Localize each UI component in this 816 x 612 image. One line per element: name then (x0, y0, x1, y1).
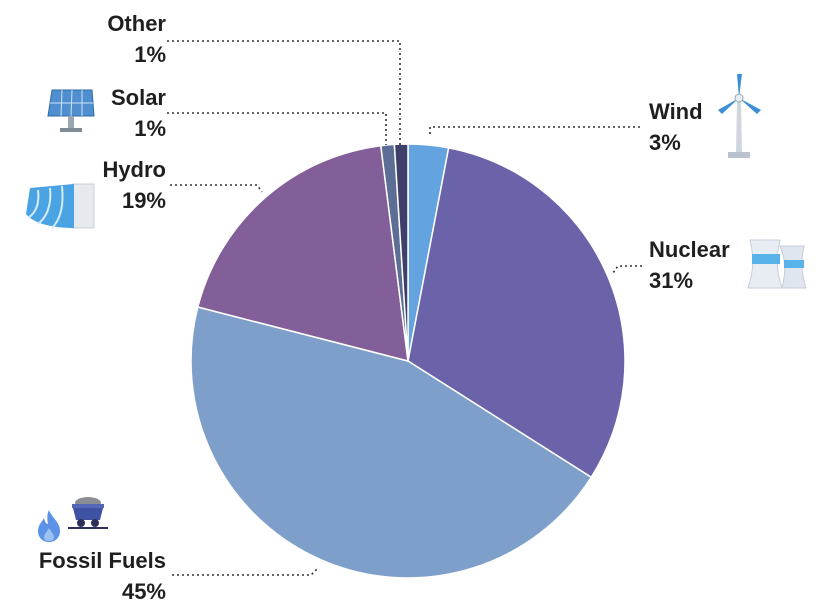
label-other-name: Other (107, 11, 166, 36)
label-other-percent: 1% (134, 42, 166, 67)
label-wind-percent: 3% (649, 130, 681, 155)
label-hydro-name: Hydro (102, 157, 166, 182)
label-fossil-name: Fossil Fuels (38, 548, 166, 573)
label-nuclear-name: Nuclear (649, 237, 730, 262)
flame-icon (38, 510, 60, 542)
label-other: Other 1% (60, 8, 166, 70)
label-wind: Wind 3% (649, 96, 739, 158)
pie-slice-hydro (196, 144, 409, 363)
pie-slice-fossil-fuels (190, 306, 593, 579)
pie-slice-other (393, 143, 409, 362)
label-hydro-percent: 19% (121, 188, 166, 213)
label-nuclear: Nuclear 31% (649, 234, 759, 296)
leader-lines (167, 40, 642, 576)
pie-slices (190, 143, 626, 579)
label-wind-name: Wind (649, 99, 703, 124)
leader-line-nuclear (612, 265, 642, 274)
cooling-tower-icon (747, 239, 807, 289)
leader-line-other (167, 40, 401, 145)
leader-line-fossil (172, 567, 319, 576)
label-solar: Solar 1% (60, 82, 166, 144)
label-fossil: Fossil Fuels 45% (10, 545, 166, 607)
leader-line-wind (429, 126, 640, 135)
solar-panel-icon (47, 89, 95, 132)
leader-line-solar (167, 112, 387, 145)
coal-cart-icon (68, 497, 108, 529)
label-hydro: Hydro 19% (60, 154, 166, 216)
label-nuclear-percent: 31% (649, 268, 694, 293)
label-solar-percent: 1% (134, 116, 166, 141)
wind-turbine-icon (718, 74, 761, 158)
label-solar-name: Solar (110, 85, 166, 110)
label-fossil-percent: 45% (121, 579, 166, 604)
dam-icon (26, 183, 95, 229)
leader-line-hydro (170, 184, 263, 193)
